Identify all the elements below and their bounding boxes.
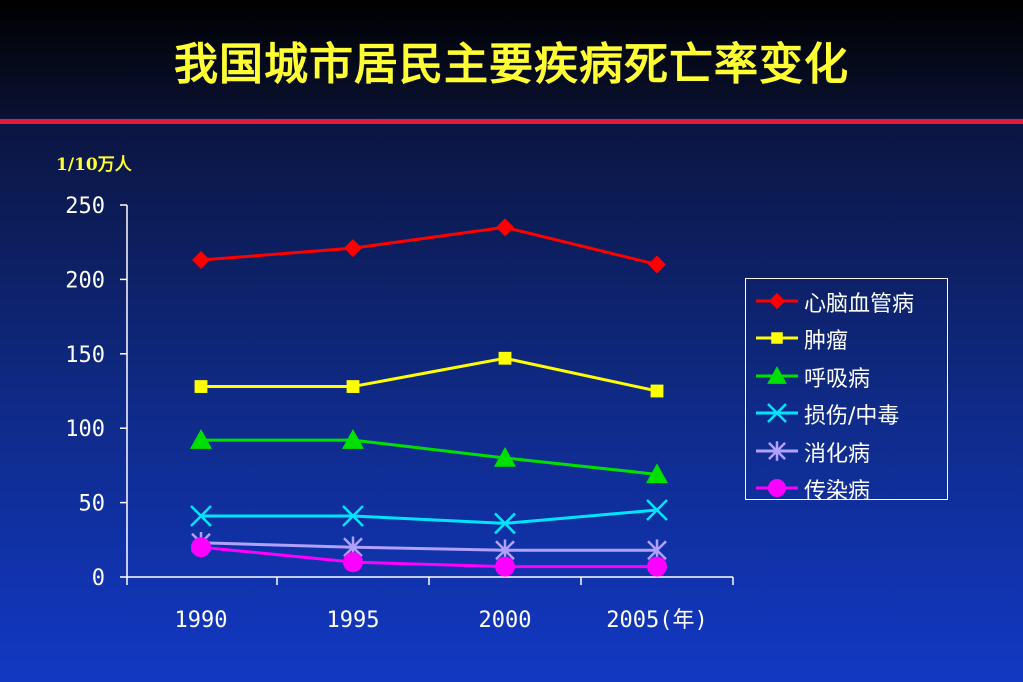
title-bar xyxy=(0,0,1023,118)
series-1 xyxy=(194,351,664,398)
legend-item: 肿瘤 xyxy=(746,320,949,356)
legend-swatch xyxy=(756,332,798,345)
series-5 xyxy=(191,537,667,577)
y-axis-unit-label: 1/10万人 xyxy=(56,155,132,175)
series-line xyxy=(200,541,657,552)
data-point xyxy=(771,332,783,345)
legend-swatch xyxy=(756,440,798,461)
data-point xyxy=(343,552,363,573)
y-tick-label: 250 xyxy=(65,194,105,219)
legend-item: 消化病 xyxy=(746,433,949,469)
legend-swatch xyxy=(756,292,798,310)
data-point xyxy=(494,512,516,535)
legend-item: 传染病 xyxy=(746,470,949,506)
data-point xyxy=(342,429,364,449)
series-0 xyxy=(192,218,666,274)
legend-label: 损伤/中毒 xyxy=(804,404,900,430)
chart-legend: 心脑血管病肿瘤呼吸病损伤/中毒消化病传染病 xyxy=(745,278,949,504)
data-point xyxy=(342,505,364,527)
legend-item: 损伤/中毒 xyxy=(746,395,949,431)
y-tick-label: 0 xyxy=(92,566,105,591)
series-line xyxy=(201,356,658,393)
legend-label: 心脑血管病 xyxy=(804,292,915,317)
data-point xyxy=(495,556,515,577)
data-point xyxy=(648,255,666,274)
legend-swatch xyxy=(756,365,798,384)
legend-swatch xyxy=(756,479,798,497)
y-tick-label: 100 xyxy=(65,417,105,442)
legend-label: 传染病 xyxy=(804,479,871,504)
series-4 xyxy=(191,531,667,562)
y-tick-label: 200 xyxy=(65,268,105,293)
x-tick-label: 2005(年) xyxy=(606,608,707,633)
data-point xyxy=(194,380,208,393)
series-line xyxy=(201,508,658,525)
data-point xyxy=(498,351,512,365)
data-point xyxy=(346,380,360,393)
data-point xyxy=(768,440,786,461)
data-point xyxy=(647,556,667,577)
y-tick-label: 150 xyxy=(65,343,105,368)
data-point xyxy=(191,537,211,558)
data-point xyxy=(190,429,212,449)
legend-label: 呼吸病 xyxy=(804,366,871,392)
series-line xyxy=(201,438,658,476)
slide-title: 我国城市居民主要疾病死亡率变化 xyxy=(174,39,849,90)
x-tick-label: 2000 xyxy=(479,608,532,633)
x-tick-label: 1990 xyxy=(175,608,228,633)
data-point xyxy=(344,239,362,258)
legend-item: 呼吸病 xyxy=(746,358,949,394)
x-tick-label: 1995 xyxy=(327,608,380,633)
legend-label: 肿瘤 xyxy=(804,329,849,355)
legend-label: 消化病 xyxy=(804,441,871,467)
legend-swatch xyxy=(756,403,798,424)
legend-item: 心脑血管病 xyxy=(746,283,949,319)
data-point xyxy=(190,505,212,527)
data-point xyxy=(192,251,210,270)
data-point xyxy=(767,365,787,384)
data-point xyxy=(650,384,664,398)
title-divider xyxy=(0,119,1023,124)
data-point xyxy=(646,499,668,521)
series-line xyxy=(200,225,658,266)
y-tick-label: 50 xyxy=(79,492,106,517)
series-line xyxy=(200,545,657,569)
data-point xyxy=(767,403,787,424)
data-point xyxy=(768,292,786,310)
series-2 xyxy=(190,429,668,484)
series-3 xyxy=(190,499,668,535)
data-point xyxy=(646,463,668,484)
data-point xyxy=(768,479,786,497)
data-point xyxy=(496,218,514,237)
data-point xyxy=(494,446,516,467)
